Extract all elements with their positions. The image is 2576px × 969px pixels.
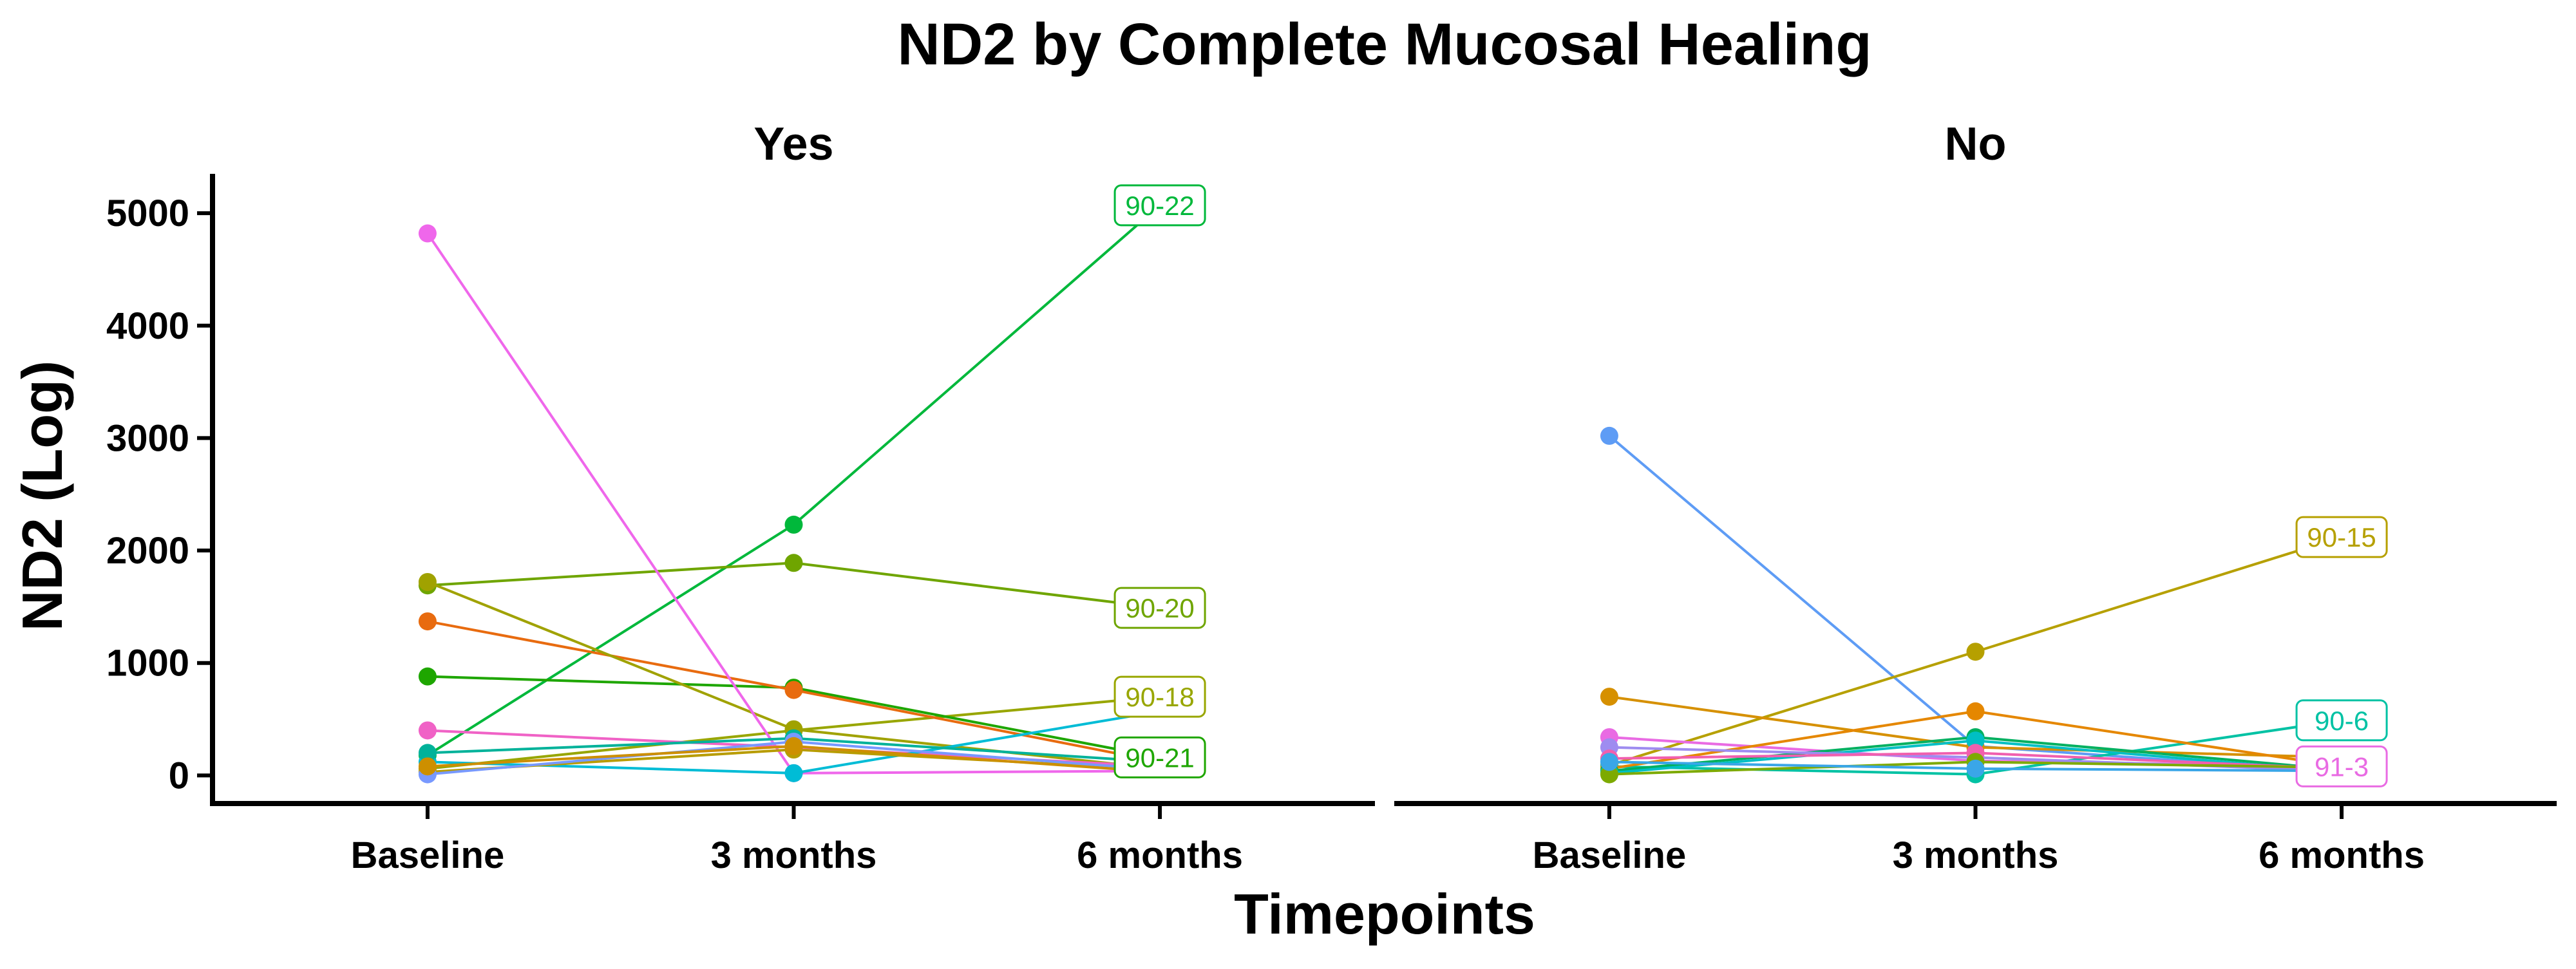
series-end-label: 90-20 xyxy=(1113,587,1206,629)
data-point xyxy=(418,757,437,776)
x-tick-label: Baseline xyxy=(1533,834,1687,876)
data-point xyxy=(1966,759,1985,778)
label-box xyxy=(1113,675,1206,718)
data-point xyxy=(1966,643,1985,661)
data-point xyxy=(418,744,437,762)
label-text: 90-22 xyxy=(1125,191,1194,221)
label-text: 90-6 xyxy=(2315,706,2369,736)
data-point xyxy=(418,667,437,686)
series-end-label: 90-15 xyxy=(2295,516,2388,558)
label-box xyxy=(2295,516,2388,558)
y-tick-label: 4000 xyxy=(106,305,189,347)
series-end-label: 90-22 xyxy=(1113,184,1206,227)
y-tick-label: 1000 xyxy=(106,643,189,684)
facet-title: No xyxy=(1945,118,2007,170)
y-tick-label: 3000 xyxy=(106,417,189,459)
data-point xyxy=(1966,702,1985,720)
y-tick-label: 0 xyxy=(169,755,189,796)
y-tick-label: 2000 xyxy=(106,530,189,572)
facet-panel-1: No Baseline 3 months 6 months 90-15 90-6 91-3 xyxy=(1394,118,2557,876)
x-tick-label: 3 months xyxy=(711,834,877,876)
data-point xyxy=(418,721,437,740)
data-point xyxy=(418,612,437,631)
x-tick-label: 3 months xyxy=(1893,834,2059,876)
data-point xyxy=(784,764,803,782)
x-tick-label: 6 months xyxy=(1077,834,1243,876)
label-box xyxy=(2295,699,2388,742)
series-line xyxy=(426,204,1161,757)
label-box xyxy=(1113,184,1206,227)
label-box xyxy=(1113,587,1206,629)
data-point xyxy=(784,554,803,572)
y-tick-label: 5000 xyxy=(106,193,189,234)
data-point xyxy=(1966,731,1985,750)
data-point xyxy=(1600,765,1618,784)
data-point xyxy=(418,572,437,591)
x-tick-label: 6 months xyxy=(2259,834,2425,876)
label-text: 90-21 xyxy=(1125,742,1194,773)
x-axis-title: Timepoints xyxy=(1234,882,1535,946)
series-end-label: 90-21 xyxy=(1113,736,1206,778)
facet-panel-0: Yes Baseline 3 months 6 months 0 1000 2000 3000… xyxy=(106,118,1375,876)
data-point xyxy=(1600,688,1618,706)
series-end-label: 90-6 xyxy=(2295,699,2388,742)
data-point xyxy=(784,515,803,534)
series-end-label: 91-3 xyxy=(2295,745,2388,787)
label-text: 90-18 xyxy=(1125,682,1194,712)
label-text: 91-3 xyxy=(2315,751,2369,782)
data-point xyxy=(1600,753,1618,771)
label-text: 90-20 xyxy=(1125,593,1194,623)
facet-title: Yes xyxy=(753,118,833,170)
label-box xyxy=(2295,745,2388,787)
y-axis-title: ND2 (Log) xyxy=(10,361,74,631)
series-line xyxy=(1608,435,2342,774)
data-point xyxy=(418,224,437,243)
chart-panels: Yes Baseline 3 months 6 months 0 1000 2000 3000… xyxy=(106,118,2557,876)
label-text: 90-15 xyxy=(2307,522,2376,552)
data-point xyxy=(784,737,803,755)
x-tick-label: Baseline xyxy=(351,834,505,876)
series-end-label: 90-18 xyxy=(1113,675,1206,718)
label-box xyxy=(1113,736,1206,778)
data-point xyxy=(784,681,803,699)
chart-title: ND2 by Complete Mucosal Healing xyxy=(897,12,1871,77)
data-point xyxy=(1600,426,1618,445)
